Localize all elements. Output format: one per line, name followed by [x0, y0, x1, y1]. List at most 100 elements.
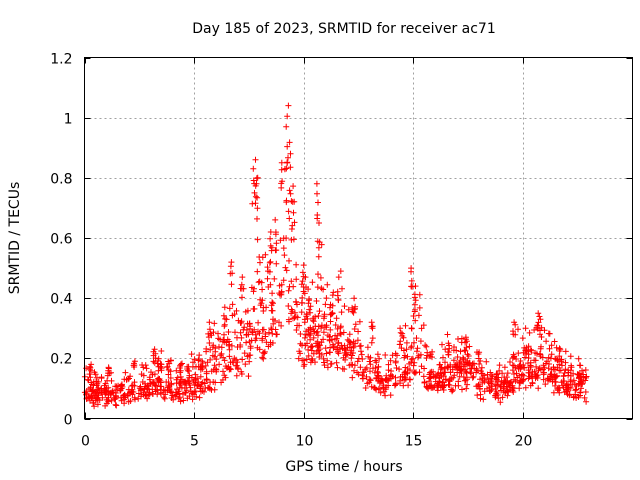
- data-point: [203, 348, 210, 355]
- data-point: [477, 385, 483, 392]
- data-point: [86, 366, 93, 373]
- data-point: [285, 287, 292, 294]
- data-point: [583, 398, 590, 405]
- data-point: [316, 239, 323, 246]
- data-point: [546, 345, 553, 352]
- data-point: [537, 351, 544, 358]
- data-point: [195, 357, 202, 364]
- data-point: [144, 382, 151, 389]
- data-point: [485, 379, 492, 386]
- data-point: [555, 387, 562, 394]
- grid-layer: [84, 57, 633, 419]
- data-point: [493, 390, 500, 397]
- data-point: [463, 338, 470, 345]
- data-point: [339, 285, 345, 292]
- data-point: [399, 373, 406, 380]
- data-point: [457, 358, 464, 364]
- data-point: [511, 362, 517, 369]
- data-point: [406, 376, 413, 383]
- data-point: [337, 324, 344, 331]
- data-point: [400, 347, 407, 354]
- data-point: [521, 354, 528, 361]
- data-point: [346, 338, 353, 345]
- data-point: [415, 354, 421, 361]
- data-point: [247, 345, 254, 352]
- data-point: [450, 357, 457, 364]
- data-point: [576, 362, 583, 369]
- data-point: [356, 318, 363, 325]
- data-point: [570, 377, 577, 384]
- data-point: [393, 365, 400, 371]
- data-point: [194, 382, 200, 389]
- data-point: [536, 313, 543, 320]
- data-point: [411, 339, 417, 346]
- data-point: [412, 283, 419, 290]
- data-point: [213, 356, 220, 363]
- data-point: [326, 336, 333, 343]
- data-point: [207, 379, 214, 386]
- data-point: [85, 393, 92, 400]
- data-point: [359, 369, 366, 376]
- x-tick-label: 10: [296, 434, 314, 450]
- data-point: [237, 329, 244, 336]
- data-point: [408, 343, 415, 350]
- data-point: [288, 278, 295, 285]
- data-point: [300, 284, 307, 290]
- data-point: [271, 275, 278, 282]
- data-point: [256, 278, 263, 285]
- data-point: [184, 395, 191, 402]
- data-point: [285, 154, 291, 161]
- data-point: [385, 367, 392, 374]
- data-point: [475, 355, 482, 362]
- data-point: [211, 362, 218, 369]
- data-point: [308, 355, 315, 362]
- data-point: [444, 364, 451, 371]
- data-point: [194, 375, 201, 382]
- data-point: [143, 365, 150, 372]
- data-point: [278, 159, 285, 166]
- data-point: [420, 322, 427, 329]
- data-point: [203, 377, 210, 383]
- data-point: [260, 355, 267, 362]
- data-point: [516, 385, 523, 392]
- data-point: [445, 349, 451, 355]
- data-point: [272, 229, 279, 236]
- data-point: [552, 355, 559, 362]
- data-point: [153, 382, 160, 389]
- data-point: [259, 354, 266, 361]
- data-point: [413, 369, 419, 376]
- data-point: [323, 350, 330, 357]
- data-point: [463, 385, 470, 392]
- data-point: [235, 366, 242, 373]
- data-point: [252, 193, 259, 200]
- data-point: [89, 381, 95, 388]
- data-point: [358, 348, 364, 355]
- data-point: [165, 384, 172, 391]
- data-point: [122, 369, 129, 376]
- data-point: [102, 390, 109, 396]
- data-point: [103, 396, 110, 403]
- data-point: [526, 329, 533, 336]
- y-axis-label: SRMTID / TECUs: [7, 182, 23, 295]
- data-point: [283, 267, 290, 274]
- data-point: [94, 374, 100, 381]
- data-point: [396, 366, 403, 373]
- data-point: [206, 326, 213, 333]
- data-point: [262, 251, 269, 258]
- data-point: [351, 326, 358, 332]
- data-point: [211, 386, 218, 393]
- data-point: [89, 387, 96, 394]
- data-point: [105, 384, 112, 391]
- data-point: [408, 356, 415, 363]
- data-point: [324, 364, 331, 371]
- data-point: [420, 373, 427, 380]
- data-point: [313, 180, 320, 187]
- data-point: [152, 355, 159, 362]
- data-point: [286, 318, 292, 325]
- data-point: [249, 329, 256, 336]
- data-point: [149, 390, 156, 397]
- data-point: [493, 370, 500, 377]
- data-point: [368, 383, 375, 390]
- data-point: [160, 386, 167, 393]
- data-point: [408, 268, 414, 275]
